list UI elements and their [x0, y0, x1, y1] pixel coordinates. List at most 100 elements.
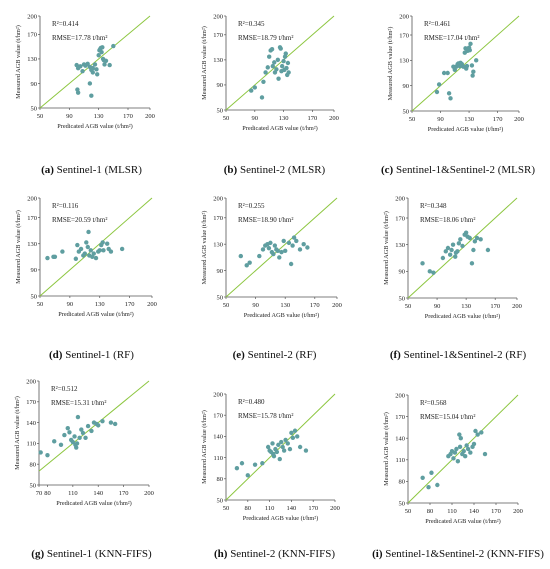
data-point-b: [284, 65, 289, 71]
caption-d: (d) Sentinel-1 (RF): [49, 349, 134, 361]
plot-g: 70 80 110 140 170 2005080110140170200Predicat…: [14, 378, 154, 507]
x-tick-label-i: 110: [447, 508, 457, 515]
y-axis-title-c: Measured AGB value (t/hm²): [387, 27, 394, 101]
data-point-d: [100, 240, 105, 245]
data-point-b: [276, 76, 281, 81]
data-point-b: [261, 79, 266, 85]
y-axis-title-a: Measured AGB value (t/hm²): [15, 25, 22, 99]
caption-c: (c) Sentinel-1&Sentinel-2 (MLSR): [381, 164, 535, 176]
x-tick-label-i: 200: [513, 508, 523, 515]
data-point-f: [474, 235, 480, 241]
x-tick-label-a: 170: [123, 113, 133, 120]
x-tick-label-a: 50: [37, 113, 44, 120]
x-tick-label-h: 110: [265, 505, 275, 512]
y-tick-label-g: 50: [30, 482, 37, 489]
caption-a: (a) Sentinel-1 (MLSR): [41, 164, 142, 176]
x-tick-label-g: 110: [68, 490, 78, 497]
rmse-label-g: RMSE=15.31 t/hm²: [51, 399, 106, 407]
data-point-b: [281, 58, 286, 64]
data-point-h: [281, 448, 287, 453]
x-tick-label-h: 170: [308, 505, 318, 512]
data-point-d: [108, 249, 114, 254]
data-point-c: [471, 69, 476, 74]
data-point-c: [474, 58, 479, 63]
data-point-e: [294, 238, 299, 244]
data-point-f: [440, 255, 446, 261]
data-point-f: [463, 230, 469, 235]
data-point-i: [435, 482, 440, 488]
data-point-i: [420, 475, 425, 480]
x-tick-label-b: 170: [308, 115, 318, 122]
data-point-b: [286, 70, 291, 75]
data-point-b: [272, 60, 277, 65]
data-point-a: [90, 65, 96, 71]
data-point-g: [67, 430, 72, 435]
data-point-h: [285, 441, 290, 446]
y-tick-label-a: 50: [31, 105, 38, 112]
data-point-d: [73, 256, 79, 261]
y-tick-label-c: 50: [403, 108, 410, 115]
data-point-g: [65, 425, 70, 431]
data-point-i: [457, 432, 462, 437]
data-point-f: [450, 242, 456, 247]
x-tick-label-i: 80: [427, 508, 434, 515]
data-point-g: [70, 439, 76, 445]
y-axis-title-d: Measured AGB value (t/hm²): [15, 210, 22, 284]
y-tick-label-i: 110: [395, 457, 405, 464]
x-tick-label-b: 50: [223, 115, 230, 122]
y-tick-label-e: 50: [217, 294, 224, 301]
data-point-g: [89, 428, 94, 434]
r2-label-i: R²=0.568: [420, 399, 447, 407]
data-point-a: [107, 62, 112, 68]
x-tick-label-e: 200: [332, 302, 342, 309]
y-tick-label-d: 130: [27, 241, 37, 248]
data-point-e: [286, 240, 292, 246]
data-point-h: [239, 461, 245, 466]
data-point-i: [458, 436, 463, 441]
y-tick-label-a: 90: [31, 81, 38, 88]
x-tick-label-i: 140: [469, 508, 479, 515]
data-point-d: [45, 255, 50, 261]
data-point-a: [95, 72, 100, 77]
data-point-b: [275, 57, 281, 63]
x-tick-label-b: 130: [279, 115, 289, 122]
data-point-f: [458, 237, 463, 242]
rmse-label-i: RMSE=15.04 t/hm²: [420, 413, 475, 421]
y-tick-label-e: 170: [213, 215, 223, 222]
data-point-h: [279, 439, 284, 445]
data-point-d: [75, 242, 80, 248]
data-point-b: [259, 95, 265, 100]
data-point-h: [297, 444, 303, 450]
data-point-f: [427, 269, 432, 274]
data-point-a: [111, 43, 116, 49]
r2-label-c: R²=0.461: [424, 20, 451, 28]
x-tick-label-c: 50: [409, 116, 416, 123]
data-point-a: [103, 58, 109, 63]
data-point-g: [38, 450, 43, 455]
data-point-f: [471, 247, 476, 253]
data-point-d: [82, 251, 88, 256]
x-axis-title-b: Predicated AGB value (t/hm²): [242, 125, 318, 132]
data-point-h: [287, 446, 293, 452]
x-tick-label-a: 200: [145, 113, 155, 120]
x-tick-label-h: 140: [287, 505, 297, 512]
data-point-b: [269, 47, 275, 52]
y-tick-label-h: 80: [217, 476, 224, 483]
rmse-label-h: RMSE=15.78 t/hm²: [238, 412, 293, 420]
y-tick-label-g: 170: [26, 399, 36, 406]
x-tick-label-f: 170: [490, 303, 500, 310]
data-point-h: [277, 456, 282, 462]
data-point-e: [305, 245, 310, 250]
data-point-h: [271, 453, 277, 459]
data-point-i: [451, 456, 456, 461]
data-point-f: [445, 245, 451, 251]
y-tick-label-b: 200: [213, 13, 223, 20]
data-point-f: [453, 254, 458, 259]
x-axis-title-g: Predicated AGB value (t/hm²): [56, 500, 132, 507]
data-point-a: [102, 62, 107, 67]
data-point-g: [45, 452, 50, 458]
data-point-e: [288, 261, 294, 267]
data-point-g: [72, 434, 77, 439]
data-point-b: [249, 88, 254, 93]
